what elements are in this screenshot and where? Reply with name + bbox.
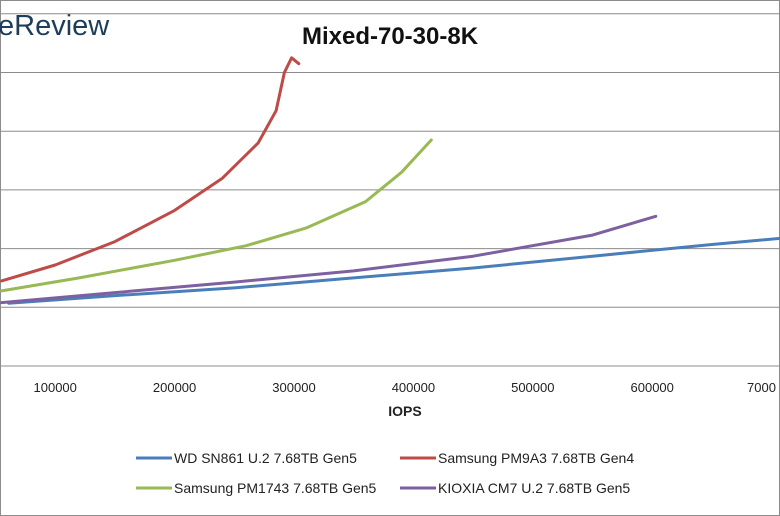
legend: WD SN861 U.2 7.68TB Gen5 Samsung PM9A3 7.… xyxy=(136,450,634,496)
legend-label: Samsung PM1743 7.68TB Gen5 xyxy=(174,480,377,496)
legend-label: WD SN861 U.2 7.68TB Gen5 xyxy=(174,450,357,466)
x-tick-label: 400000 xyxy=(392,380,435,395)
series-line-2 xyxy=(0,56,301,283)
x-tick-label: 200000 xyxy=(153,380,196,395)
x-tick-label: 600000 xyxy=(631,380,674,395)
x-axis-title: IOPS xyxy=(388,403,421,419)
series-line-4 xyxy=(0,214,658,305)
x-tick-label: 7000 xyxy=(747,380,776,395)
legend-label: KIOXIA CM7 U.2 7.68TB Gen5 xyxy=(438,480,630,496)
series-line-1 xyxy=(7,236,780,305)
legend-label: Samsung PM9A3 7.68TB Gen4 xyxy=(438,450,634,466)
x-tick-label: 300000 xyxy=(272,380,315,395)
x-tick-label: 500000 xyxy=(511,380,554,395)
x-axis-ticks: 100000 200000 300000 400000 500000 600000 7000 xyxy=(34,380,776,395)
gridlines xyxy=(0,13,780,308)
chart-title: Mixed-70-30-8K xyxy=(302,23,479,50)
series-lines xyxy=(0,56,780,305)
series-line-3 xyxy=(0,138,433,293)
logo-text: eReview xyxy=(0,10,110,42)
x-tick-label: 100000 xyxy=(34,380,77,395)
